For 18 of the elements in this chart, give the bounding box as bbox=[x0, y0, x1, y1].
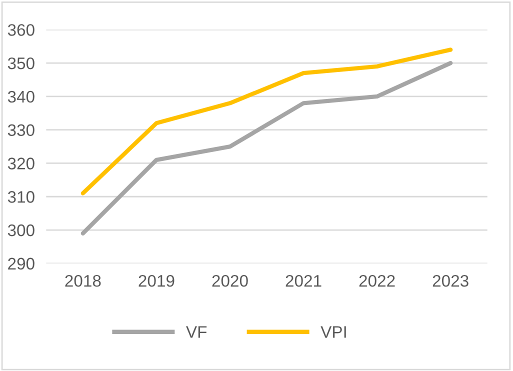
x-tick-label: 2023 bbox=[432, 274, 468, 287]
x-tick-label: 2022 bbox=[359, 274, 395, 287]
y-tick-label: 350 bbox=[8, 57, 34, 70]
y-tick-label: 360 bbox=[8, 24, 34, 36]
x-tick-label: 2018 bbox=[65, 274, 101, 287]
y-tick-label: 310 bbox=[8, 191, 34, 203]
legend-label: VF bbox=[186, 326, 207, 338]
x-tick-label: 2021 bbox=[286, 274, 322, 287]
x-tick-label: 2019 bbox=[138, 274, 174, 287]
y-tick-label: 320 bbox=[8, 158, 34, 170]
x-tick-label: 2020 bbox=[212, 274, 248, 287]
y-tick-label: 330 bbox=[8, 124, 34, 136]
y-tick-label: 340 bbox=[8, 90, 34, 103]
line-series bbox=[80, 48, 453, 196]
line-series bbox=[80, 60, 453, 236]
y-tick-label: 290 bbox=[8, 258, 34, 270]
y-tick-label: 300 bbox=[8, 224, 34, 236]
legend-label: VPI bbox=[320, 326, 346, 338]
